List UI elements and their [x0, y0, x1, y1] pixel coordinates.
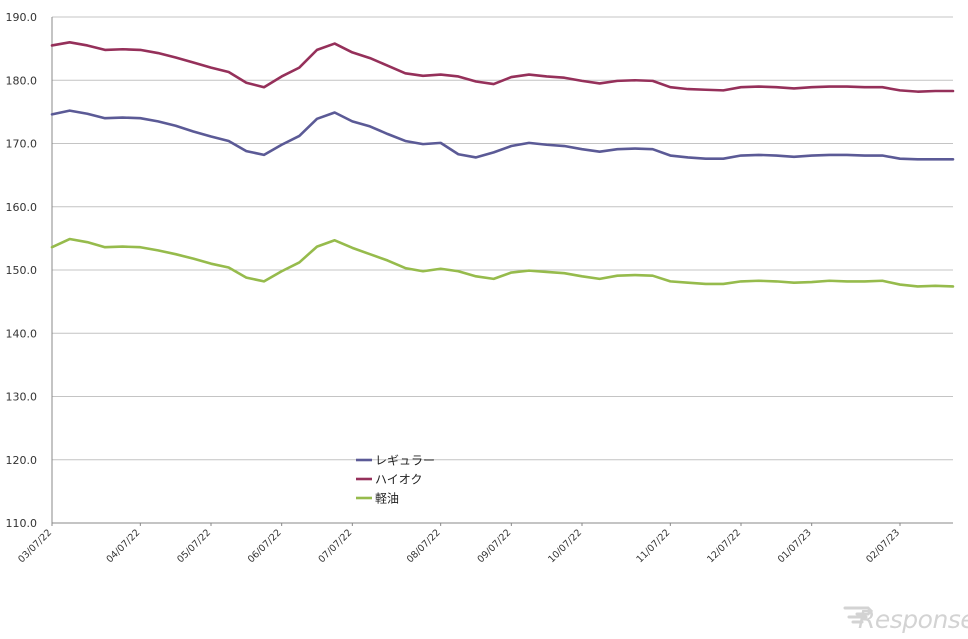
- x-tick-label: 10/07/22: [546, 527, 584, 565]
- x-tick-label: 08/07/22: [405, 527, 443, 565]
- series-line-1: [50, 40, 955, 93]
- x-tick-label: 11/07/22: [635, 527, 673, 565]
- x-tick-label: 03/07/22: [16, 527, 54, 565]
- axes: [51, 17, 953, 526]
- y-axis-tick-labels: 110.0 120.0 130.0 140.0 150.0 160.0 170.0 180.0…: [6, 11, 38, 530]
- series-lines: [50, 40, 955, 288]
- x-tick-label: 04/07/22: [105, 527, 143, 565]
- legend-label-0: レギュラー: [375, 454, 435, 468]
- y-tick-label: 140.0: [6, 327, 38, 340]
- legend-label-1: ハイオク: [375, 473, 423, 487]
- y-tick-label: 110.0: [6, 517, 38, 530]
- watermark-text: Response.: [858, 605, 968, 634]
- response-logo-icon: [843, 606, 874, 624]
- legend-label-2: 軽油: [375, 492, 399, 506]
- y-tick-label: 150.0: [6, 264, 38, 277]
- x-tick-label: 02/07/23: [864, 527, 902, 565]
- y-tick-label: 160.0: [6, 201, 38, 214]
- series-line-2: [50, 237, 955, 288]
- y-tick-label: 130.0: [6, 391, 38, 404]
- x-tick-label: 09/07/22: [476, 527, 514, 565]
- response-watermark: Response.: [843, 605, 968, 634]
- x-tick-label: 01/07/23: [776, 527, 814, 565]
- x-axis-tick-labels: 03/07/22 04/07/22 05/07/22 06/07/22 07/07/22…: [16, 527, 902, 565]
- y-tick-label: 190.0: [6, 11, 38, 24]
- series-line-0: [50, 109, 955, 161]
- y-tick-label: 120.0: [6, 454, 38, 467]
- x-tick-label: 07/07/22: [317, 527, 355, 565]
- grid-lines: [52, 16, 953, 524]
- y-tick-label: 170.0: [6, 138, 38, 151]
- x-tick-label: 05/07/22: [175, 527, 213, 565]
- x-tick-label: 06/07/22: [246, 527, 284, 565]
- x-tick-label: 12/07/22: [705, 527, 743, 565]
- y-tick-label: 180.0: [6, 74, 38, 87]
